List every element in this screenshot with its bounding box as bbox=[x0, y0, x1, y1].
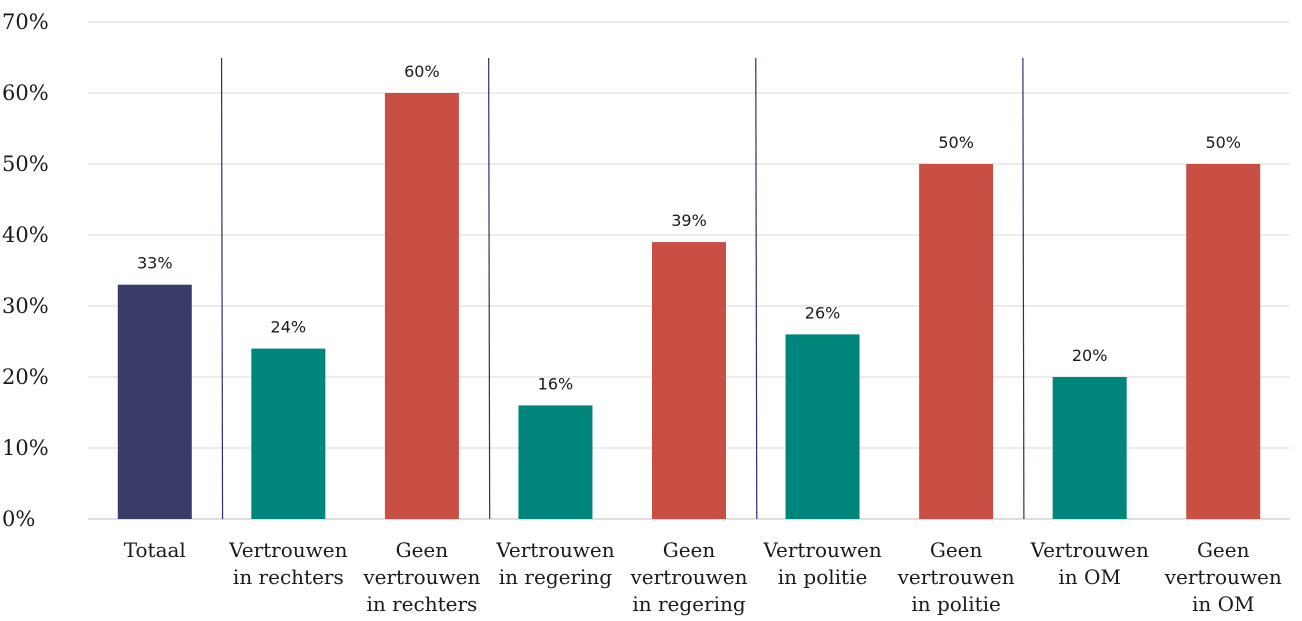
x-category-label-line: in regering bbox=[499, 565, 613, 589]
x-category-label-line: Geen bbox=[1197, 538, 1250, 562]
group-separator bbox=[220, 57, 224, 520]
y-tick-label: 20% bbox=[2, 365, 49, 389]
x-category-label: Vertrouwen in OM bbox=[1029, 538, 1148, 589]
x-category-label-line: vertrouwen bbox=[629, 565, 747, 589]
bar bbox=[785, 334, 860, 519]
x-category-label: Geen vertrouwen in regering bbox=[629, 538, 747, 616]
x-category-label-line: in rechters bbox=[366, 592, 477, 616]
x-category-label-line: in rechters bbox=[233, 565, 344, 589]
y-tick-label: 50% bbox=[2, 152, 49, 176]
x-category-label: Geen vertrouwen in rechters bbox=[362, 538, 480, 616]
data-label: 33% bbox=[137, 254, 173, 273]
x-category-label-line: in OM bbox=[1058, 565, 1121, 589]
bar bbox=[117, 284, 192, 519]
bar bbox=[919, 164, 994, 519]
x-category-label-line: vertrouwen bbox=[897, 565, 1015, 589]
x-category-label-line: Vertrouwen bbox=[228, 538, 347, 562]
x-category-label-line: Geen bbox=[663, 538, 716, 562]
bar bbox=[384, 93, 459, 519]
group-separator bbox=[1022, 57, 1025, 520]
data-label: 24% bbox=[271, 318, 307, 337]
x-category-label-line: in regering bbox=[632, 592, 746, 616]
x-category-label-line: vertrouwen bbox=[362, 565, 480, 589]
y-tick-label: 30% bbox=[2, 294, 49, 318]
x-category-label-line: Vertrouwen bbox=[762, 538, 881, 562]
x-category-label: Geen vertrouwen in politie bbox=[897, 538, 1015, 616]
x-category-label-line: Vertrouwen bbox=[1029, 538, 1148, 562]
x-category-label-line: in politie bbox=[911, 592, 1001, 616]
x-category-label: Vertrouwen in rechters bbox=[228, 538, 347, 589]
x-category-label: Vertrouwen in regering bbox=[495, 538, 614, 589]
data-label: 20% bbox=[1072, 346, 1108, 365]
x-category-label-line: Geen bbox=[930, 538, 983, 562]
bar bbox=[1052, 377, 1127, 519]
x-category-label-line: Geen bbox=[396, 538, 449, 562]
x-category-label-line: in OM bbox=[1192, 592, 1255, 616]
y-tick-label: 40% bbox=[2, 223, 49, 247]
x-category-label-line: Vertrouwen bbox=[495, 538, 614, 562]
bar bbox=[251, 348, 326, 519]
group-separator bbox=[755, 57, 758, 520]
y-tick-label: 70% bbox=[2, 10, 49, 34]
data-label: 50% bbox=[938, 133, 974, 152]
data-label: 16% bbox=[538, 374, 574, 393]
x-category-label-line: in politie bbox=[778, 565, 868, 589]
x-category-label: Vertrouwen in politie bbox=[762, 538, 881, 589]
x-category-label: Totaal bbox=[124, 538, 186, 562]
bar bbox=[1186, 164, 1261, 519]
bar bbox=[652, 242, 726, 519]
group-separator bbox=[488, 57, 491, 520]
bar bbox=[518, 405, 593, 519]
y-tick-label: 60% bbox=[2, 81, 49, 105]
y-tick-label: 0% bbox=[2, 507, 35, 531]
x-category-label-line: vertrouwen bbox=[1164, 565, 1282, 589]
x-category-label: Geen vertrouwen in OM bbox=[1164, 538, 1282, 616]
data-label: 39% bbox=[671, 211, 707, 230]
y-tick-label: 10% bbox=[2, 436, 49, 460]
x-category-label-line: Totaal bbox=[124, 538, 186, 562]
data-label: 60% bbox=[404, 62, 440, 81]
data-label: 26% bbox=[805, 303, 841, 322]
data-label: 50% bbox=[1205, 133, 1241, 152]
